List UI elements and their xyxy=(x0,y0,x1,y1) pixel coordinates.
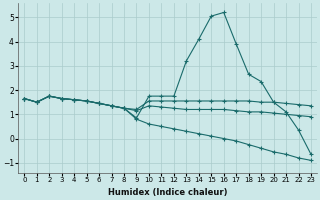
X-axis label: Humidex (Indice chaleur): Humidex (Indice chaleur) xyxy=(108,188,228,197)
